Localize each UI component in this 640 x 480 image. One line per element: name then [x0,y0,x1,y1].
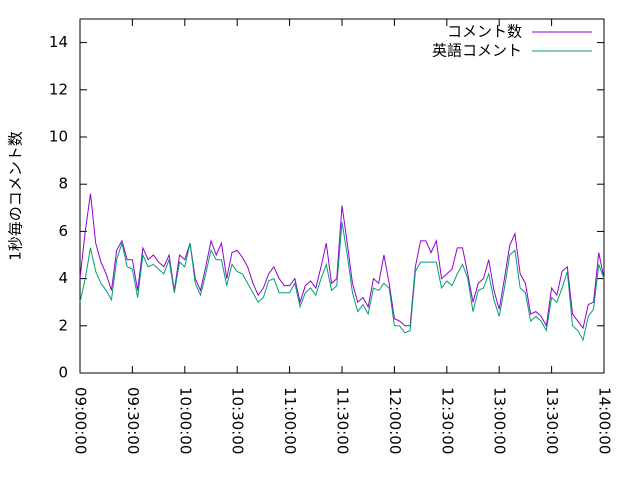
y-tick-label: 6 [58,222,68,240]
x-tick-label: 11:30:00 [334,387,352,454]
x-tick-label: 13:30:00 [543,387,561,454]
series-line [79,193,605,330]
y-axis-label: 1秒毎のコメント数 [7,131,25,261]
x-tick-label: 12:00:00 [386,387,404,454]
x-tick-label: 09:30:00 [124,387,142,454]
x-tick-label: 13:00:00 [491,387,509,454]
x-tick-label: 10:30:00 [229,387,247,454]
x-tick-label: 12:30:00 [438,387,456,454]
x-tick-label: 14:00:00 [596,387,614,454]
y-tick-label: 8 [58,175,68,193]
plot-frame [79,18,605,374]
legend-label: コメント数 [447,23,522,41]
legend-label: 英語コメント [432,42,522,60]
series-line [79,221,605,342]
y-tick-label: 0 [58,364,68,382]
y-tick-label: 12 [49,80,68,98]
x-tick-label: 09:00:00 [72,387,90,454]
y-tick-label: 14 [49,33,68,51]
y-tick-label: 10 [49,128,68,146]
y-tick-label: 4 [58,269,68,287]
x-tick-label: 11:00:00 [281,387,299,454]
y-tick-label: 2 [58,316,68,334]
x-tick-label: 10:00:00 [176,387,194,454]
